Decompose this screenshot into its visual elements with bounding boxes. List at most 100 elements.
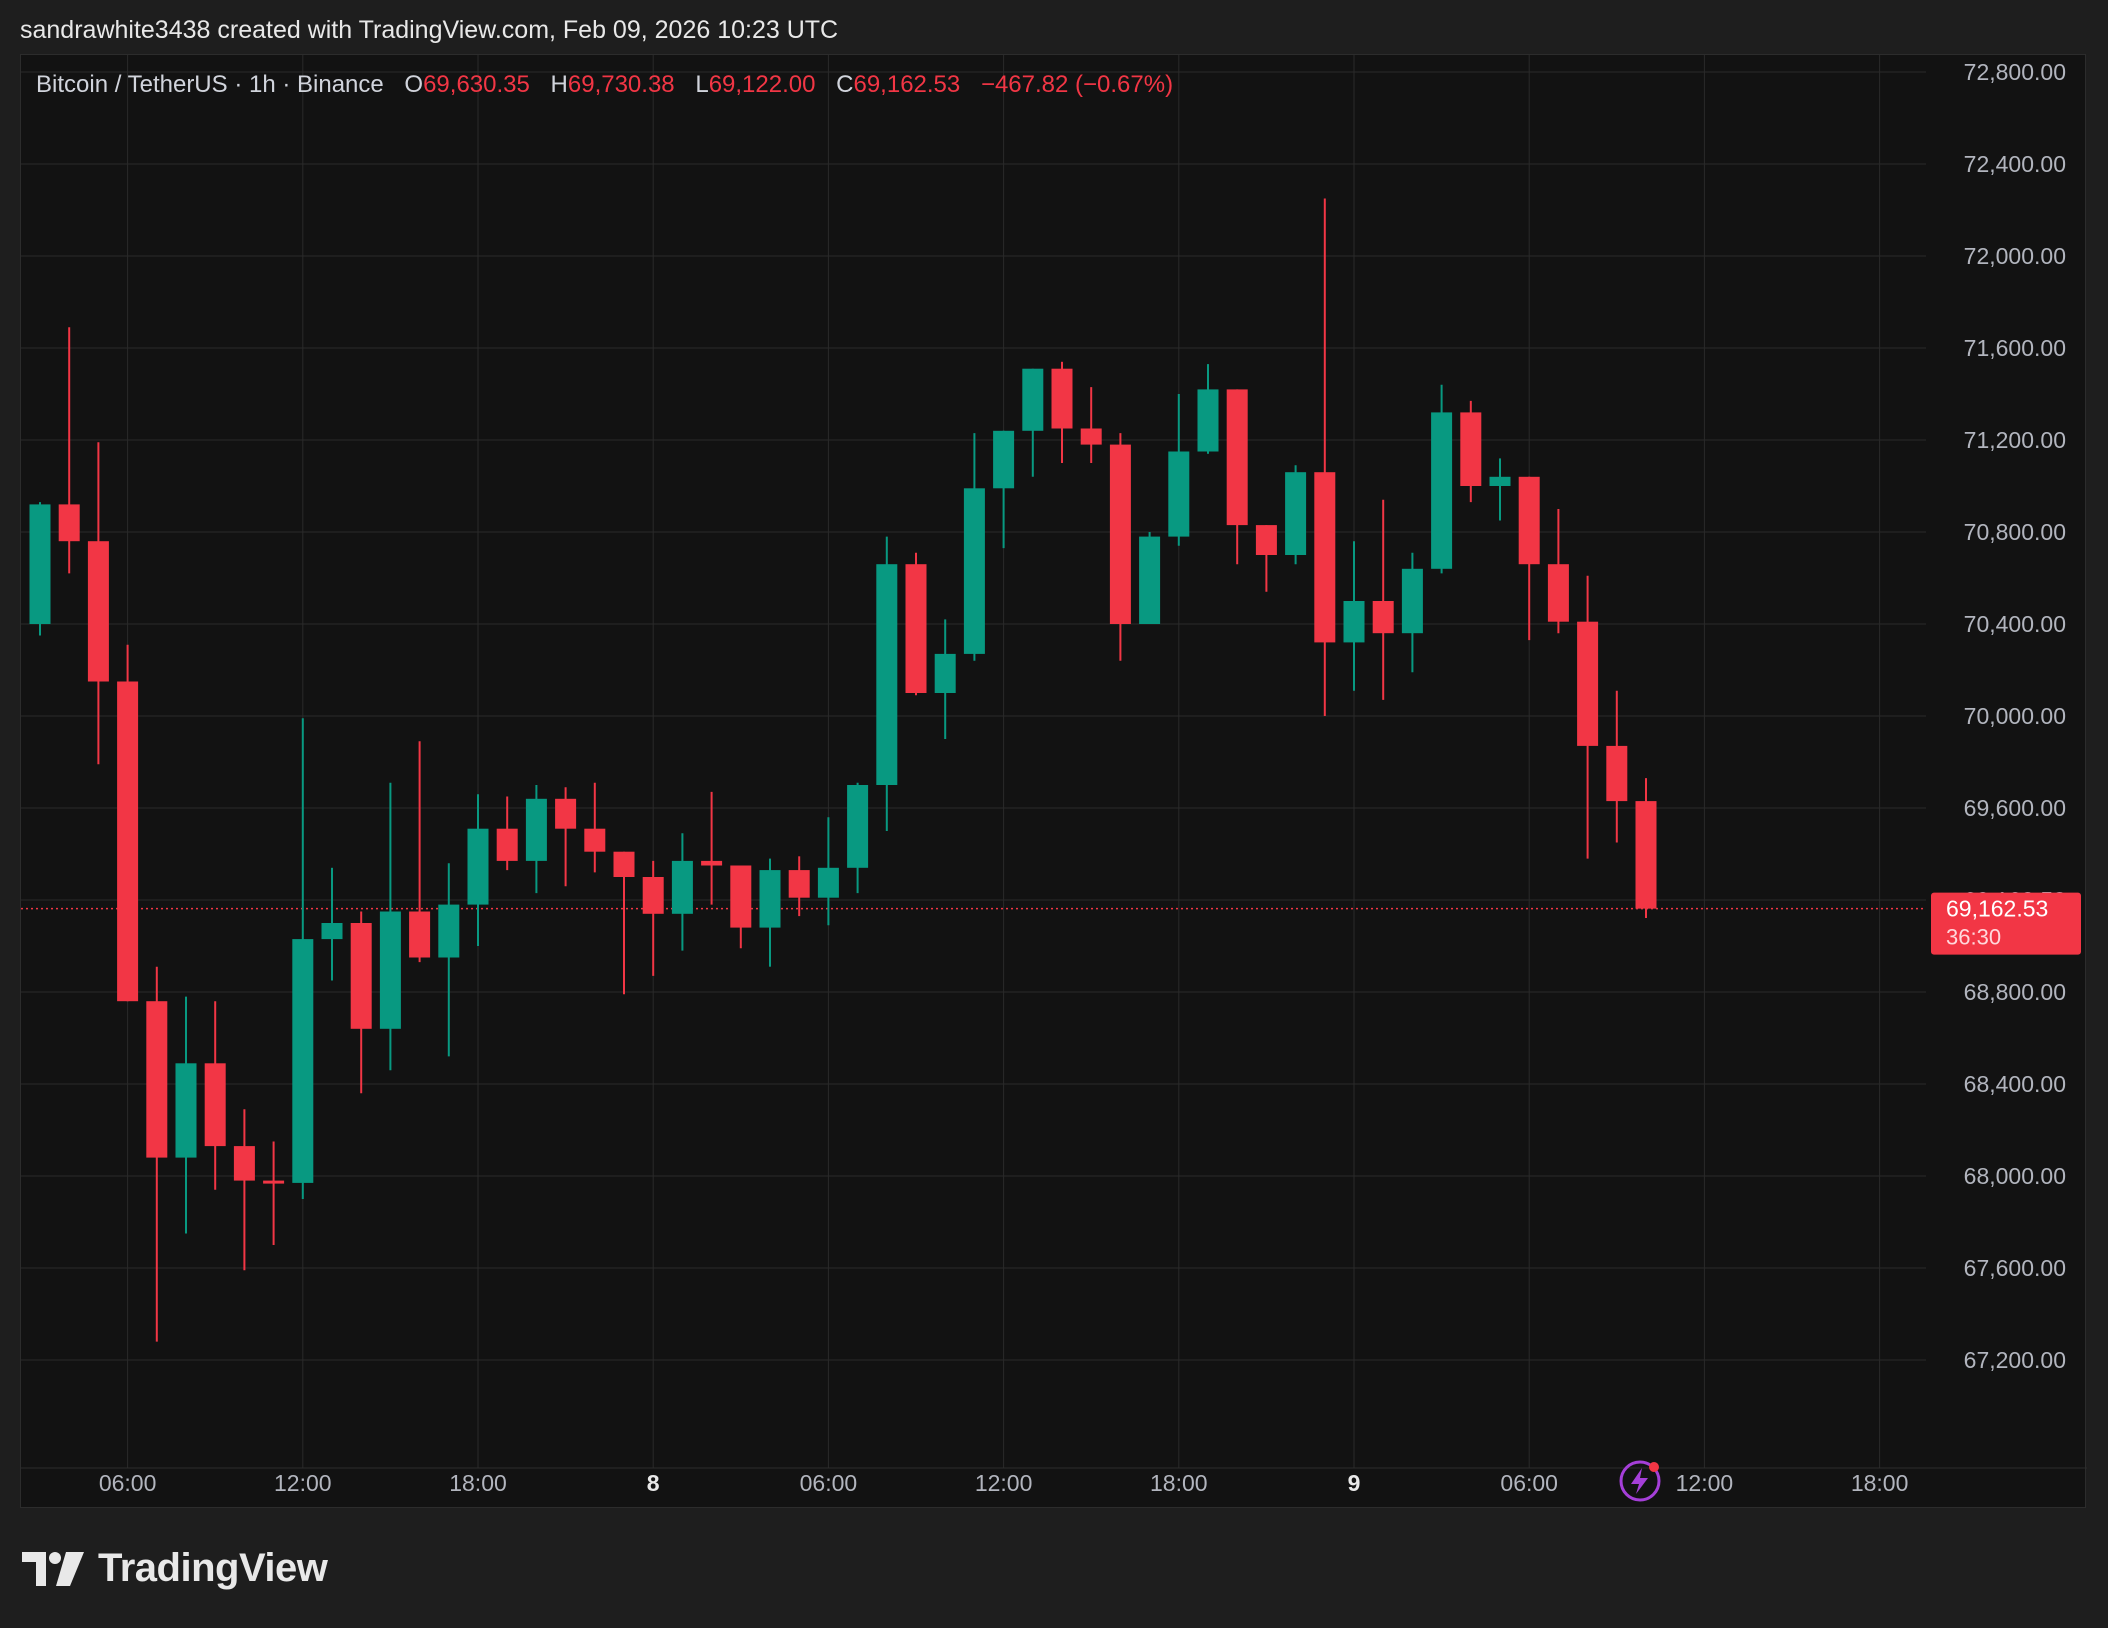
candle-body[interactable] [1343, 601, 1365, 643]
price-tick-label: 69,600.00 [1964, 795, 2066, 821]
candle-body[interactable] [993, 430, 1015, 489]
candle-body[interactable] [759, 870, 781, 928]
time-tick-label: 18:00 [1851, 1470, 1909, 1496]
candle-body[interactable] [467, 828, 489, 905]
candle-body[interactable] [642, 877, 664, 914]
price-tick-label: 72,000.00 [1964, 243, 2066, 269]
price-tag-value: 69,162.53 [1946, 896, 2048, 922]
chart-credit: sandrawhite3438 created with TradingView… [20, 16, 839, 44]
candle-body[interactable] [1635, 801, 1657, 909]
candles [29, 198, 1657, 1342]
candle-body[interactable] [1139, 536, 1161, 624]
time-tick-label: 18:00 [449, 1470, 507, 1496]
grid-lines [21, 55, 2087, 1469]
candle-body[interactable] [1460, 412, 1482, 486]
candle-body[interactable] [584, 828, 606, 852]
candle-body[interactable] [496, 828, 518, 861]
price-tick-label: 68,800.00 [1964, 979, 2066, 1005]
price-tick-label: 70,400.00 [1964, 611, 2066, 637]
time-tick-label: 9 [1348, 1470, 1361, 1496]
candle-body[interactable] [1606, 745, 1628, 802]
high-value: 69,730.38 [567, 71, 675, 98]
open-value: 69,630.35 [423, 71, 530, 98]
price-axis: 72,800.00 72,400.00 72,000.00 71,600.00 71,2… [1964, 59, 2066, 1373]
price-tick-label: 70,800.00 [1964, 519, 2066, 545]
candle-body[interactable] [1051, 368, 1073, 429]
tradingview-logo[interactable]: TradingView [22, 1546, 328, 1591]
candle-body[interactable] [847, 785, 869, 868]
candle-body[interactable] [1401, 568, 1423, 634]
candle-body[interactable] [1577, 621, 1599, 746]
current-price-tag[interactable]: 69,162.53 36:30 [1931, 892, 2081, 955]
candle-body[interactable] [292, 939, 314, 1183]
candle-body[interactable] [263, 1180, 285, 1184]
tradingview-brand-text: TradingView [98, 1546, 328, 1590]
candle-body[interactable] [1109, 444, 1131, 624]
candle-body[interactable] [117, 681, 139, 1002]
time-tick-label: 12:00 [1676, 1470, 1734, 1496]
price-tick-label: 70,000.00 [1964, 703, 2066, 729]
candle-body[interactable] [1255, 525, 1277, 555]
candle-body[interactable] [1489, 476, 1511, 486]
candle-body[interactable] [1547, 564, 1569, 622]
candle-body[interactable] [58, 504, 80, 542]
candle-body[interactable] [1226, 389, 1248, 526]
low-label: L [695, 71, 709, 98]
candle-body[interactable] [1372, 601, 1394, 634]
time-tick-label: 06:00 [1500, 1470, 1558, 1496]
candle-body[interactable] [788, 870, 810, 898]
candle-body[interactable] [1314, 472, 1336, 643]
candle-body[interactable] [233, 1146, 255, 1181]
price-tag-countdown: 36:30 [1946, 925, 2001, 950]
price-tick-label: 72,400.00 [1964, 151, 2066, 177]
price-tick-label: 71,600.00 [1964, 335, 2066, 361]
chart-panel[interactable]: 72,800.00 72,400.00 72,000.00 71,600.00 71,2… [20, 54, 2087, 1509]
candle-body[interactable] [934, 653, 956, 693]
candle-body[interactable] [613, 851, 635, 877]
candle-body[interactable] [730, 865, 752, 928]
candle-body[interactable] [87, 541, 109, 682]
time-tick-label: 12:00 [975, 1470, 1033, 1496]
time-tick-label: 06:00 [99, 1470, 157, 1496]
time-tick-label: 8 [647, 1470, 660, 1496]
candle-body[interactable] [1022, 368, 1044, 431]
close-label: C [836, 71, 854, 98]
symbol-name[interactable]: Bitcoin / TetherUS · 1h · Binance [36, 71, 384, 98]
price-tick-label: 67,200.00 [1964, 1347, 2066, 1373]
candle-body[interactable] [1080, 428, 1102, 445]
change-value: −467.82 (−0.67%) [980, 71, 1174, 98]
price-tick-label: 71,200.00 [1964, 427, 2066, 453]
candle-body[interactable] [204, 1063, 226, 1147]
open-label: O [404, 71, 424, 98]
candle-body[interactable] [701, 860, 723, 866]
candle-body[interactable] [1518, 476, 1540, 565]
price-tick-label: 68,400.00 [1964, 1071, 2066, 1097]
candle-body[interactable] [671, 860, 693, 914]
candle-body[interactable] [409, 911, 431, 958]
candle-body[interactable] [1431, 412, 1453, 569]
lightning-badge-icon[interactable] [1618, 1459, 1662, 1503]
candle-body[interactable] [146, 1001, 168, 1158]
candle-body[interactable] [1168, 451, 1190, 537]
candle-body[interactable] [379, 911, 401, 1029]
high-label: H [550, 71, 568, 98]
price-tick-label: 67,600.00 [1964, 1255, 2066, 1281]
candle-body[interactable] [438, 904, 460, 958]
candlestick-chart[interactable]: 72,800.00 72,400.00 72,000.00 71,600.00 71,2… [21, 55, 2087, 1509]
candle-body[interactable] [1285, 472, 1307, 555]
candle-body[interactable] [876, 564, 898, 785]
price-tick-label: 72,800.00 [1964, 59, 2066, 85]
price-tick-label: 68,000.00 [1964, 1163, 2066, 1189]
candle-body[interactable] [817, 867, 839, 898]
candle-body[interactable] [555, 798, 577, 829]
candle-body[interactable] [1197, 389, 1219, 452]
candle-body[interactable] [525, 798, 547, 861]
symbol-legend: Bitcoin / TetherUS · 1h · Binance O69,63… [36, 71, 1173, 99]
candle-body[interactable] [321, 923, 343, 940]
candle-body[interactable] [350, 923, 372, 1029]
time-axis: 06:00 12:00 18:00 8 06:00 12:00 18:00 9 06:00 12:… [99, 1470, 1909, 1496]
candle-body[interactable] [175, 1063, 197, 1158]
candle-body[interactable] [905, 564, 927, 693]
candle-body[interactable] [29, 504, 51, 624]
candle-body[interactable] [963, 488, 985, 654]
